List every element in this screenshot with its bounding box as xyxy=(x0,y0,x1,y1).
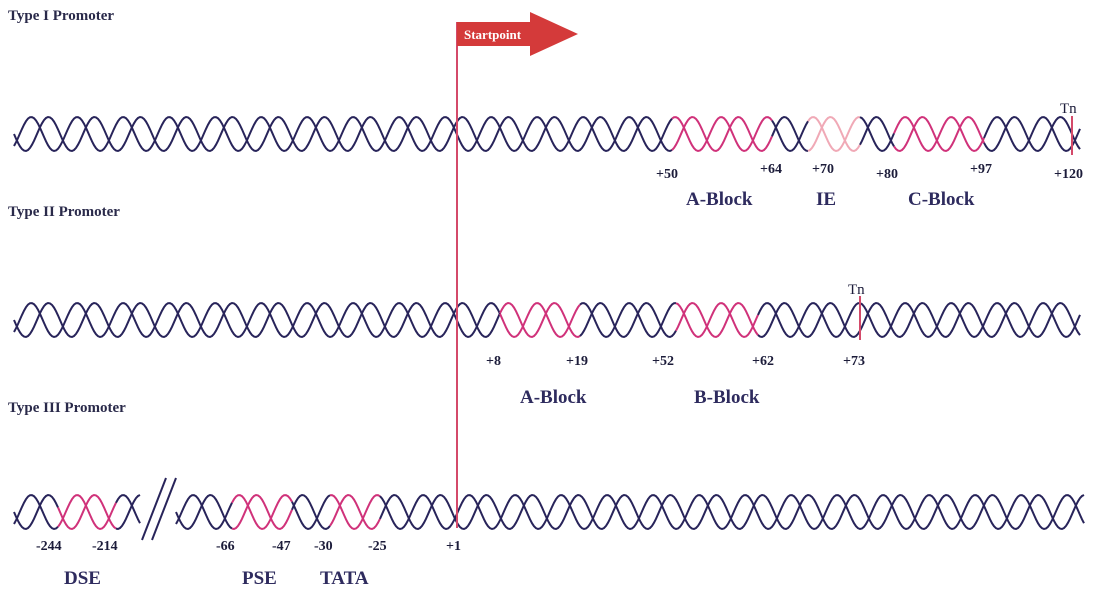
type-3-tata-label: TATA xyxy=(320,568,369,589)
dna-strand-segment xyxy=(175,494,233,531)
type-1-ie-label: IE xyxy=(816,189,836,210)
dna-strand-segment xyxy=(771,119,809,153)
highlighted-strand-segment xyxy=(893,115,985,153)
type-1-pos-70: +70 xyxy=(812,162,834,177)
type-2-pos-73: +73 xyxy=(843,354,865,369)
type-1-pos-64: +64 xyxy=(760,162,782,177)
highlighted-strand-segment xyxy=(499,302,581,339)
dna-strand-segment xyxy=(379,493,1085,531)
type-1-pos-80: +80 xyxy=(876,167,898,182)
type-1-a-block-label: A-Block xyxy=(686,189,753,210)
dna-strand-segment xyxy=(757,302,1081,339)
dna-strand-segment xyxy=(579,301,677,339)
highlighted-strand-segment xyxy=(329,494,381,531)
dna-strand-segment xyxy=(115,494,141,524)
type-2-tn-label: Tn xyxy=(848,282,865,298)
highlighted-strand-segment xyxy=(807,116,861,153)
type-3-dna-helix xyxy=(13,493,1085,531)
type-2-pos-52: +52 xyxy=(652,354,674,369)
dna-strand-segment xyxy=(291,494,331,531)
dna-strand-segment xyxy=(13,302,501,339)
type-2-title: Type II Promoter xyxy=(8,204,120,220)
type-2-pos-8: +8 xyxy=(486,354,501,369)
type-1-tn-label: Tn xyxy=(1060,101,1077,117)
highlighted-strand-segment xyxy=(57,493,117,531)
type-2-pos-62: +62 xyxy=(752,354,774,369)
sequence-break-mark xyxy=(141,477,177,541)
dna-strand-segment xyxy=(13,115,673,153)
type-3-title: Type III Promoter xyxy=(8,400,126,416)
type-3-pos-214: -214 xyxy=(92,539,118,554)
dna-strand-segment xyxy=(859,115,895,147)
type-2-b-block-label: B-Block xyxy=(694,387,760,408)
type-3-pos-30: -30 xyxy=(314,539,333,554)
type-1-c-block-label: C-Block xyxy=(908,189,975,210)
type-3-pos-1: +1 xyxy=(446,539,461,554)
dna-strand-segment xyxy=(859,116,895,153)
type-3-dse-label: DSE xyxy=(64,568,101,589)
type-2-pos-19: +19 xyxy=(566,354,588,369)
highlighted-strand-segment xyxy=(231,494,293,531)
dna-strand-segment xyxy=(175,493,233,531)
dna-strand-segment xyxy=(579,302,677,339)
startpoint-arrow: Startpoint xyxy=(457,12,578,56)
type-1-dna-helix xyxy=(13,115,1081,153)
highlighted-strand-segment xyxy=(675,302,759,339)
type-1-pos-120: +120 xyxy=(1054,167,1083,182)
type-1-title: Type I Promoter xyxy=(8,8,114,24)
dna-strand-segment xyxy=(13,493,59,531)
type-2-a-block-label: A-Block xyxy=(520,387,587,408)
dna-strand-segment xyxy=(757,301,1081,339)
startpoint-label: Startpoint xyxy=(464,27,522,42)
type-3-pos-244: -244 xyxy=(36,539,62,554)
type-1-pos-97: +97 xyxy=(970,162,992,177)
dna-strand-segment xyxy=(13,494,59,531)
type-3-pse-label: PSE xyxy=(242,568,277,589)
dna-strand-segment xyxy=(379,494,1085,531)
highlighted-strand-segment xyxy=(499,301,581,339)
dna-strand-segment xyxy=(983,116,1081,153)
highlighted-strand-segment xyxy=(671,115,773,153)
type-2-dna-helix xyxy=(13,301,1081,339)
dna-strand-segment xyxy=(13,301,501,339)
dna-strand-segment xyxy=(771,115,809,152)
highlighted-strand-segment xyxy=(329,493,381,531)
highlighted-strand-segment xyxy=(57,494,117,531)
highlighted-strand-segment xyxy=(675,301,759,339)
dna-strand-segment xyxy=(983,115,1081,153)
type-1-pos-50: +50 xyxy=(656,167,678,182)
type-3-pos-66: -66 xyxy=(216,539,235,554)
highlighted-strand-segment xyxy=(231,493,293,531)
highlighted-strand-segment xyxy=(893,116,985,153)
type-3-pos-47: -47 xyxy=(272,539,291,554)
dna-strand-segment xyxy=(115,494,141,531)
highlighted-strand-segment xyxy=(807,115,861,153)
dna-strand-segment xyxy=(13,116,673,153)
type-3-pos-25: -25 xyxy=(368,539,387,554)
highlighted-strand-segment xyxy=(671,116,773,153)
dna-strand-segment xyxy=(291,493,331,531)
